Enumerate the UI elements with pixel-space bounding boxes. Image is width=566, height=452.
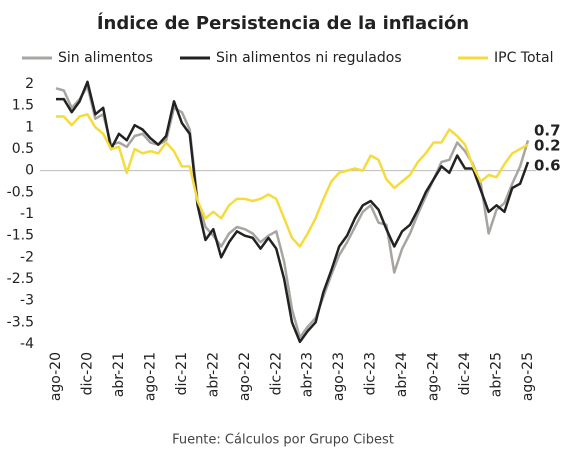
x-tick-label: ago-20 (48, 352, 64, 401)
x-tick-label: abr-21 (111, 352, 127, 397)
x-tick-label: abr-22 (205, 352, 221, 397)
y-tick-label: -2 (20, 249, 34, 265)
x-tick-label: ago-23 (331, 352, 347, 401)
end-value-label: 0.2 (534, 137, 561, 155)
x-tick-label: dic-23 (363, 352, 379, 395)
y-tick-label: -2.5 (7, 271, 34, 287)
y-tick-label: -4 (20, 336, 34, 352)
y-tick-label: -3.5 (7, 314, 34, 330)
source-note: Fuente: Cálculos por Grupo Cibest (172, 433, 394, 448)
y-tick-label: 0.5 (12, 141, 34, 157)
legend-label: Sin alimentos (58, 50, 153, 66)
x-tick-label: abr-25 (489, 352, 505, 397)
legend-label: IPC Total (494, 50, 554, 66)
x-tick-label: dic-21 (174, 352, 190, 395)
y-tick-label: -0.5 (7, 184, 34, 200)
y-tick-label: 1 (25, 119, 34, 135)
x-tick-label: dic-24 (457, 352, 473, 395)
end-value-label: 0.6 (534, 157, 561, 175)
x-tick-label: dic-20 (79, 352, 95, 395)
x-tick-label: ago-25 (520, 352, 536, 401)
y-tick-label: 0 (25, 163, 34, 179)
y-tick-label: 1.5 (12, 98, 34, 114)
y-tick-label: -1.5 (7, 228, 34, 244)
y-tick-label: -1 (20, 206, 34, 222)
chart-title: Índice de Persistencia de la inflación (97, 12, 469, 34)
x-tick-label: abr-24 (394, 352, 410, 397)
series-line (55, 84, 530, 339)
end-value-label: 0.7 (534, 122, 561, 140)
y-tick-label: -3 (20, 293, 34, 309)
x-tick-label: ago-22 (237, 352, 253, 401)
series-line (56, 113, 529, 248)
x-tick-label: abr-23 (300, 352, 316, 397)
series-line (56, 80, 530, 344)
legend-label: Sin alimentos ni regulados (216, 50, 402, 66)
x-tick-label: dic-22 (268, 352, 284, 395)
x-tick-label: ago-24 (426, 352, 442, 401)
y-tick-label: 2 (25, 76, 34, 92)
x-tick-label: ago-21 (142, 352, 158, 401)
